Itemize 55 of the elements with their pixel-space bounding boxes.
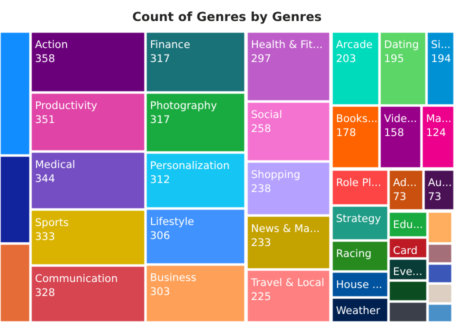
category-label: Health & Fit...	[251, 39, 323, 51]
category-label: Racing	[336, 248, 372, 260]
category-label: Card	[393, 245, 418, 257]
data-label: 73	[393, 191, 406, 203]
category-label: Strategy	[336, 213, 381, 225]
data-label: 194	[431, 53, 452, 65]
category-label: Productivity	[35, 100, 98, 112]
data-label: 73	[428, 191, 442, 203]
data-label: 351	[35, 114, 56, 126]
data-label: 317	[150, 114, 170, 126]
data-label: 233	[251, 237, 272, 249]
data-label: 258	[251, 123, 272, 135]
category-label: Weather	[336, 305, 381, 317]
category-label: Finance	[150, 39, 190, 51]
category-label: Travel & Local	[250, 277, 324, 289]
category-label: Edu...	[393, 219, 423, 231]
category-label: Books...	[336, 113, 378, 125]
category-label: Personalization	[150, 160, 230, 172]
category-label: Medical	[35, 159, 76, 171]
category-label: Dating	[384, 39, 419, 51]
category-label: Photography	[150, 100, 217, 112]
data-label: 297	[251, 53, 272, 65]
category-label: Ad...	[393, 177, 417, 189]
category-label: Communication	[35, 273, 118, 285]
category-label: Business	[150, 272, 196, 284]
category-label: Si...	[431, 39, 451, 51]
text: Count of Genres by Genres	[132, 9, 322, 24]
data-label: 225	[251, 291, 272, 303]
category-label: Sports	[35, 217, 69, 229]
data-label: 328	[35, 287, 56, 299]
data-label: 306	[150, 230, 170, 242]
category-label: Role Pl...	[336, 177, 382, 189]
data-label: 344	[35, 173, 56, 185]
category-label: Arcade	[336, 39, 373, 51]
data-label: 158	[384, 127, 404, 139]
category-label: Au...	[428, 177, 452, 189]
category-label: Action	[35, 39, 68, 51]
category-label: Shopping	[251, 169, 300, 181]
data-label: 238	[251, 183, 272, 195]
data-label: 333	[35, 231, 56, 243]
data-label: 195	[384, 53, 404, 65]
category-label: Eve...	[393, 266, 422, 278]
data-label: 178	[336, 127, 356, 139]
category-label: Vide...	[384, 113, 418, 125]
category-label: Social	[251, 109, 282, 121]
category-label: Ma...	[426, 113, 452, 125]
category-label: House ...	[336, 279, 382, 291]
data-label: 203	[336, 53, 356, 65]
category-label: Lifestyle	[150, 216, 194, 228]
data-label: 358	[35, 53, 56, 65]
data-label: 317	[150, 53, 170, 65]
data-label: 124	[426, 127, 446, 139]
data-label: 312	[150, 174, 170, 186]
data-label: 303	[150, 286, 170, 298]
category-label: News & Ma...	[251, 223, 320, 235]
